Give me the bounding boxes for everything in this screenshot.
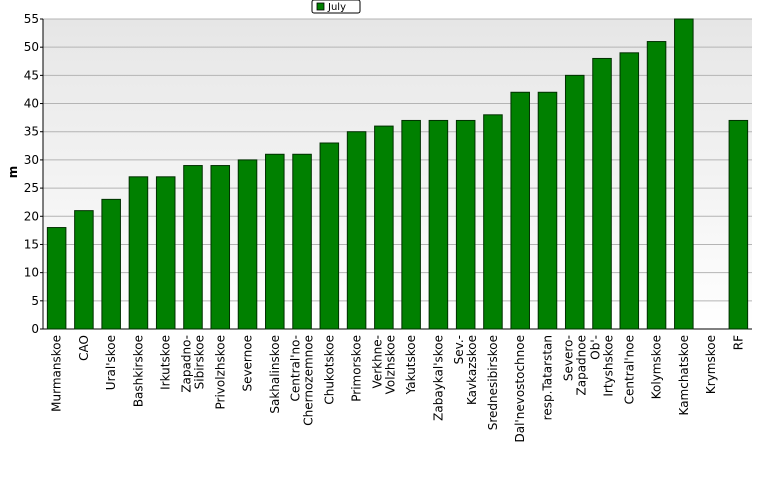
x-tick-label: Verkhne-Volzhskoe (370, 335, 397, 394)
x-tick-label: RF (731, 335, 745, 350)
y-tick-label: 35 (24, 125, 39, 139)
x-tick-label: Severnoe (241, 335, 255, 392)
x-tick-label: Zapadno-Sibirskoe (179, 335, 206, 393)
x-tick-label: CAO (77, 335, 91, 361)
bar (183, 165, 203, 330)
bar (155, 176, 176, 330)
bar (537, 91, 558, 330)
bar (619, 52, 640, 330)
bar (455, 119, 476, 330)
x-tick-label: Bashkirskoe (131, 335, 145, 407)
bar (401, 119, 421, 330)
bar (674, 18, 694, 330)
legend-label: July (327, 2, 346, 13)
x-tick-label: Zabaykal'skoe (431, 335, 445, 421)
bar (646, 41, 667, 330)
bar (237, 159, 258, 330)
x-tick-label: Sev.-Kavkazskoe (452, 335, 479, 405)
x-tick-label: Severo-Zapadnoe (561, 335, 588, 396)
x-tick-label: Kolymskoe (650, 335, 664, 399)
x-tick-label: Yakutskoe (404, 335, 418, 395)
y-tick-label: 30 (24, 153, 39, 167)
x-tick-label: Ural'skoe (104, 335, 118, 390)
y-tick-label: 50 (24, 40, 39, 54)
y-tick-label: 5 (31, 294, 39, 308)
plot-area (43, 19, 752, 329)
x-tick-label: Primorskoe (350, 335, 364, 402)
x-tick-label: Ob'-Irtyshskoe (589, 335, 616, 397)
bar (728, 119, 749, 330)
y-tick-label: 20 (24, 209, 39, 223)
bar (319, 142, 340, 330)
bar (510, 91, 530, 330)
bar (592, 57, 612, 330)
bar (564, 74, 585, 330)
y-tick-label: 15 (24, 237, 39, 251)
y-tick-label: 25 (24, 181, 39, 195)
bar (210, 165, 231, 330)
y-tick-label: 10 (24, 266, 39, 280)
bar (265, 153, 285, 330)
x-tick-label: resp.Tatarstan (540, 335, 554, 420)
y-tick-label: 0 (31, 322, 39, 336)
x-tick-label: Kamchatskoe (677, 335, 691, 415)
x-tick-label: Dal'nevostochnoe (513, 335, 527, 443)
x-tick-label: Irkutskoe (159, 335, 173, 390)
y-tick-label: 40 (24, 97, 39, 111)
x-tick-label: Central'no-Chernozemnoe (289, 335, 316, 426)
bar (428, 119, 449, 330)
bar (74, 210, 94, 330)
x-tick-label: Privolzhskoe (213, 335, 227, 409)
bar (374, 125, 394, 330)
y-tick-label: 55 (24, 12, 39, 26)
x-tick-label: Srednesibirskoe (486, 335, 500, 430)
bar (128, 176, 149, 330)
y-tick-label: 45 (24, 68, 39, 82)
legend-swatch (316, 2, 325, 11)
y-axis-label: m (6, 166, 20, 179)
x-tick-label: Murmanskoe (50, 335, 64, 412)
legend: July (311, 0, 361, 14)
bar (101, 198, 121, 330)
x-tick-label: Chukotskoe (322, 335, 336, 405)
bar (292, 153, 312, 330)
x-tick-label: Sakhalinskoe (268, 335, 282, 414)
bar (483, 114, 503, 330)
x-tick-label: Krymskoe (704, 335, 718, 394)
bar (346, 131, 367, 330)
bar (46, 227, 67, 330)
x-tick-label: Central'noe (622, 335, 636, 404)
